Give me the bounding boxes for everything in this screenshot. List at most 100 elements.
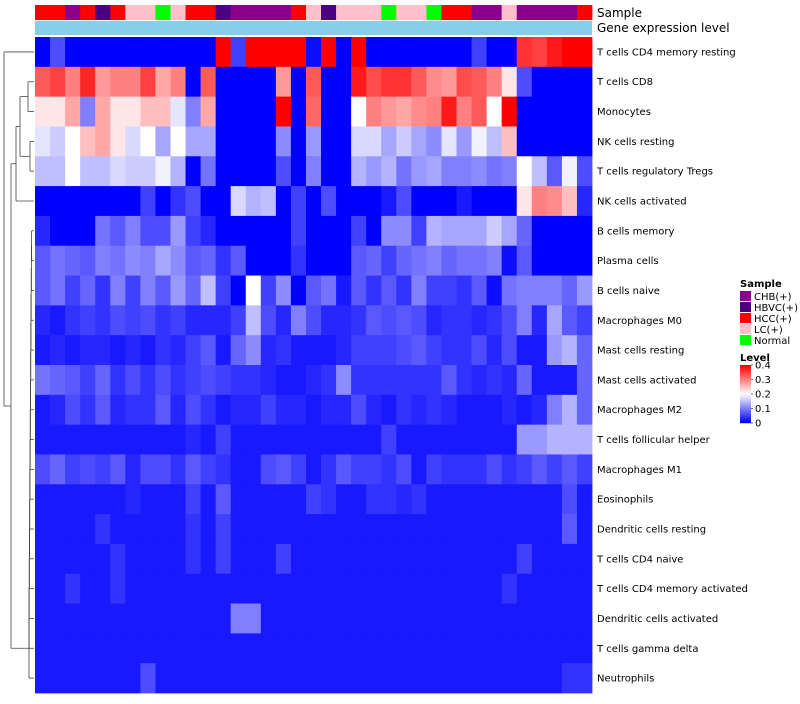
- heatmap-cell: [305, 484, 322, 515]
- heatmap-cell: [65, 394, 81, 426]
- heatmap-cell: [426, 394, 442, 426]
- heatmap-cell: [155, 245, 171, 276]
- heatmap-cell: [290, 543, 307, 575]
- row-label: T cells follicular helper: [596, 435, 711, 446]
- heatmap-cell: [366, 156, 382, 187]
- heatmap-cell: [290, 305, 307, 336]
- sample-annotation-cell: [576, 5, 593, 20]
- heatmap-cell: [50, 156, 66, 187]
- heatmap-cell: [426, 484, 442, 515]
- level-bar-segment: [740, 417, 751, 419]
- heatmap-cell: [95, 66, 111, 98]
- heatmap-cell: [576, 305, 593, 336]
- heatmap-cell: [275, 245, 292, 276]
- heatmap-cell: [140, 275, 156, 306]
- heatmap-cell: [531, 454, 548, 485]
- heatmap-cell: [155, 663, 171, 694]
- level-bar-segment: [740, 396, 751, 398]
- heatmap-cell: [110, 424, 126, 455]
- row-labels: T cells CD4 memory resting T cells CD8 Mon…: [596, 47, 748, 684]
- heatmap-cell: [65, 96, 81, 127]
- heatmap-cell: [441, 186, 457, 217]
- heatmap-cell: [561, 424, 578, 455]
- heatmap-cell: [95, 394, 111, 426]
- sample-annotation-cell: [411, 5, 427, 20]
- heatmap-cell: [155, 66, 171, 98]
- heatmap-cell: [140, 215, 156, 247]
- heatmap-cell: [215, 514, 232, 545]
- heatmap-cell: [110, 543, 126, 575]
- heatmap-cell: [351, 305, 367, 336]
- heatmap-cell: [125, 454, 141, 485]
- level-bar-segment: [740, 386, 751, 388]
- heatmap-cell: [260, 186, 277, 217]
- level-bar-segment: [740, 412, 751, 414]
- heatmap-cell: [275, 275, 292, 306]
- heatmap-cell: [215, 633, 232, 664]
- heatmap-cell: [305, 573, 322, 604]
- heatmap-cell: [230, 424, 247, 455]
- heatmap-cell: [456, 156, 472, 187]
- heatmap-cell: [381, 365, 397, 396]
- heatmap-cell: [215, 305, 232, 336]
- heatmap-cell: [366, 514, 382, 545]
- sample-annotation-cell: [396, 5, 412, 20]
- row-label: Plasma cells: [597, 256, 659, 267]
- heatmap-cell: [80, 96, 96, 127]
- heatmap-cell: [411, 603, 427, 634]
- heatmap-cell: [290, 633, 307, 664]
- heatmap-cell: [290, 245, 307, 276]
- sample-annotation-cell: [456, 5, 472, 20]
- heatmap-cell: [230, 573, 247, 604]
- heatmap-cell: [486, 37, 503, 68]
- heatmap-cell: [381, 454, 397, 485]
- heatmap-cell: [471, 365, 488, 396]
- heatmap-cell: [576, 484, 593, 515]
- heatmap-cell: [321, 573, 337, 604]
- sample-annotation-cell: [230, 5, 247, 20]
- heatmap-cell: [215, 96, 232, 127]
- heatmap-cell: [411, 663, 427, 694]
- heatmap-cell: [546, 603, 563, 634]
- heatmap-cell: [215, 66, 232, 98]
- heatmap-cell: [170, 96, 186, 127]
- sample-annotation-cell: [366, 5, 382, 20]
- heatmap-cell: [35, 633, 51, 664]
- heatmap-cell: [486, 454, 503, 485]
- heatmap-cell: [486, 275, 503, 306]
- heatmap-cell: [65, 126, 81, 157]
- heatmap-cell: [185, 245, 201, 276]
- sample-annotation-track: [35, 5, 593, 20]
- heatmap-cell: [546, 454, 563, 485]
- heatmap-cell: [411, 514, 427, 545]
- heatmap-cell: [381, 484, 397, 515]
- sample-annotation-cell: [486, 5, 503, 20]
- expression-level-bar: [35, 21, 592, 35]
- sample-annotation-cell: [290, 5, 307, 20]
- heatmap-cell: [321, 603, 337, 634]
- sample-annotation-cell: [305, 5, 322, 20]
- heatmap-cell: [546, 96, 563, 127]
- level-bar-segment: [740, 380, 751, 382]
- heatmap-cell: [546, 365, 563, 396]
- heatmap-cell: [125, 156, 141, 187]
- heatmap-cell: [501, 37, 518, 68]
- heatmap-cell: [185, 484, 201, 515]
- level-bar-segment: [740, 400, 751, 402]
- heatmap-cell: [561, 663, 578, 694]
- heatmap-cell: [290, 126, 307, 157]
- heatmap-cell: [155, 96, 171, 127]
- heatmap-cell: [50, 663, 66, 694]
- heatmap-cell: [80, 275, 96, 306]
- sample-annotation-cell: [426, 5, 442, 20]
- heatmap-cell: [396, 305, 412, 336]
- level-bar-segment: [740, 393, 751, 395]
- level-bar-segment: [740, 422, 751, 424]
- level-bar-segment: [740, 367, 751, 369]
- heatmap-cell: [215, 543, 232, 575]
- heatmap-cell: [140, 573, 156, 604]
- heatmap-cell: [140, 454, 156, 485]
- heatmap-cell: [321, 335, 337, 366]
- heatmap-cell: [140, 663, 156, 694]
- heatmap-cell: [576, 663, 593, 694]
